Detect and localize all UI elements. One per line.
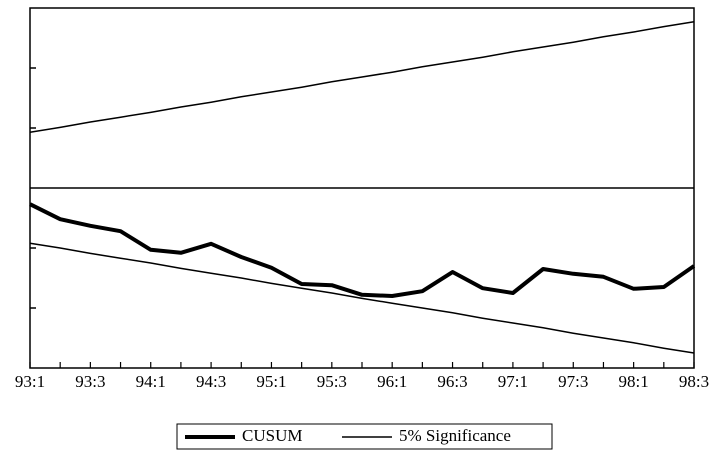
- x-tick-label: 98:3: [679, 372, 709, 391]
- x-tick-label: 95:1: [256, 372, 286, 391]
- legend-box: [176, 423, 553, 450]
- x-tick-label: 97:3: [558, 372, 588, 391]
- x-tick-label: 93:1: [15, 372, 45, 391]
- series-line: [29, 242, 695, 354]
- series-line: [29, 21, 695, 133]
- x-tick-label: 98:1: [619, 372, 649, 391]
- x-tick-label: 95:3: [317, 372, 347, 391]
- x-tick-label: 96:3: [437, 372, 467, 391]
- x-tick-label: 94:1: [136, 372, 166, 391]
- legend-label: 5% Significance: [399, 426, 511, 445]
- series-line: [29, 202, 696, 298]
- x-tick-label: 97:1: [498, 372, 528, 391]
- x-tick-label: 94:3: [196, 372, 226, 391]
- x-tick-label: 96:1: [377, 372, 407, 391]
- x-tick-label: 93:3: [75, 372, 105, 391]
- legend-label: CUSUM: [242, 426, 302, 445]
